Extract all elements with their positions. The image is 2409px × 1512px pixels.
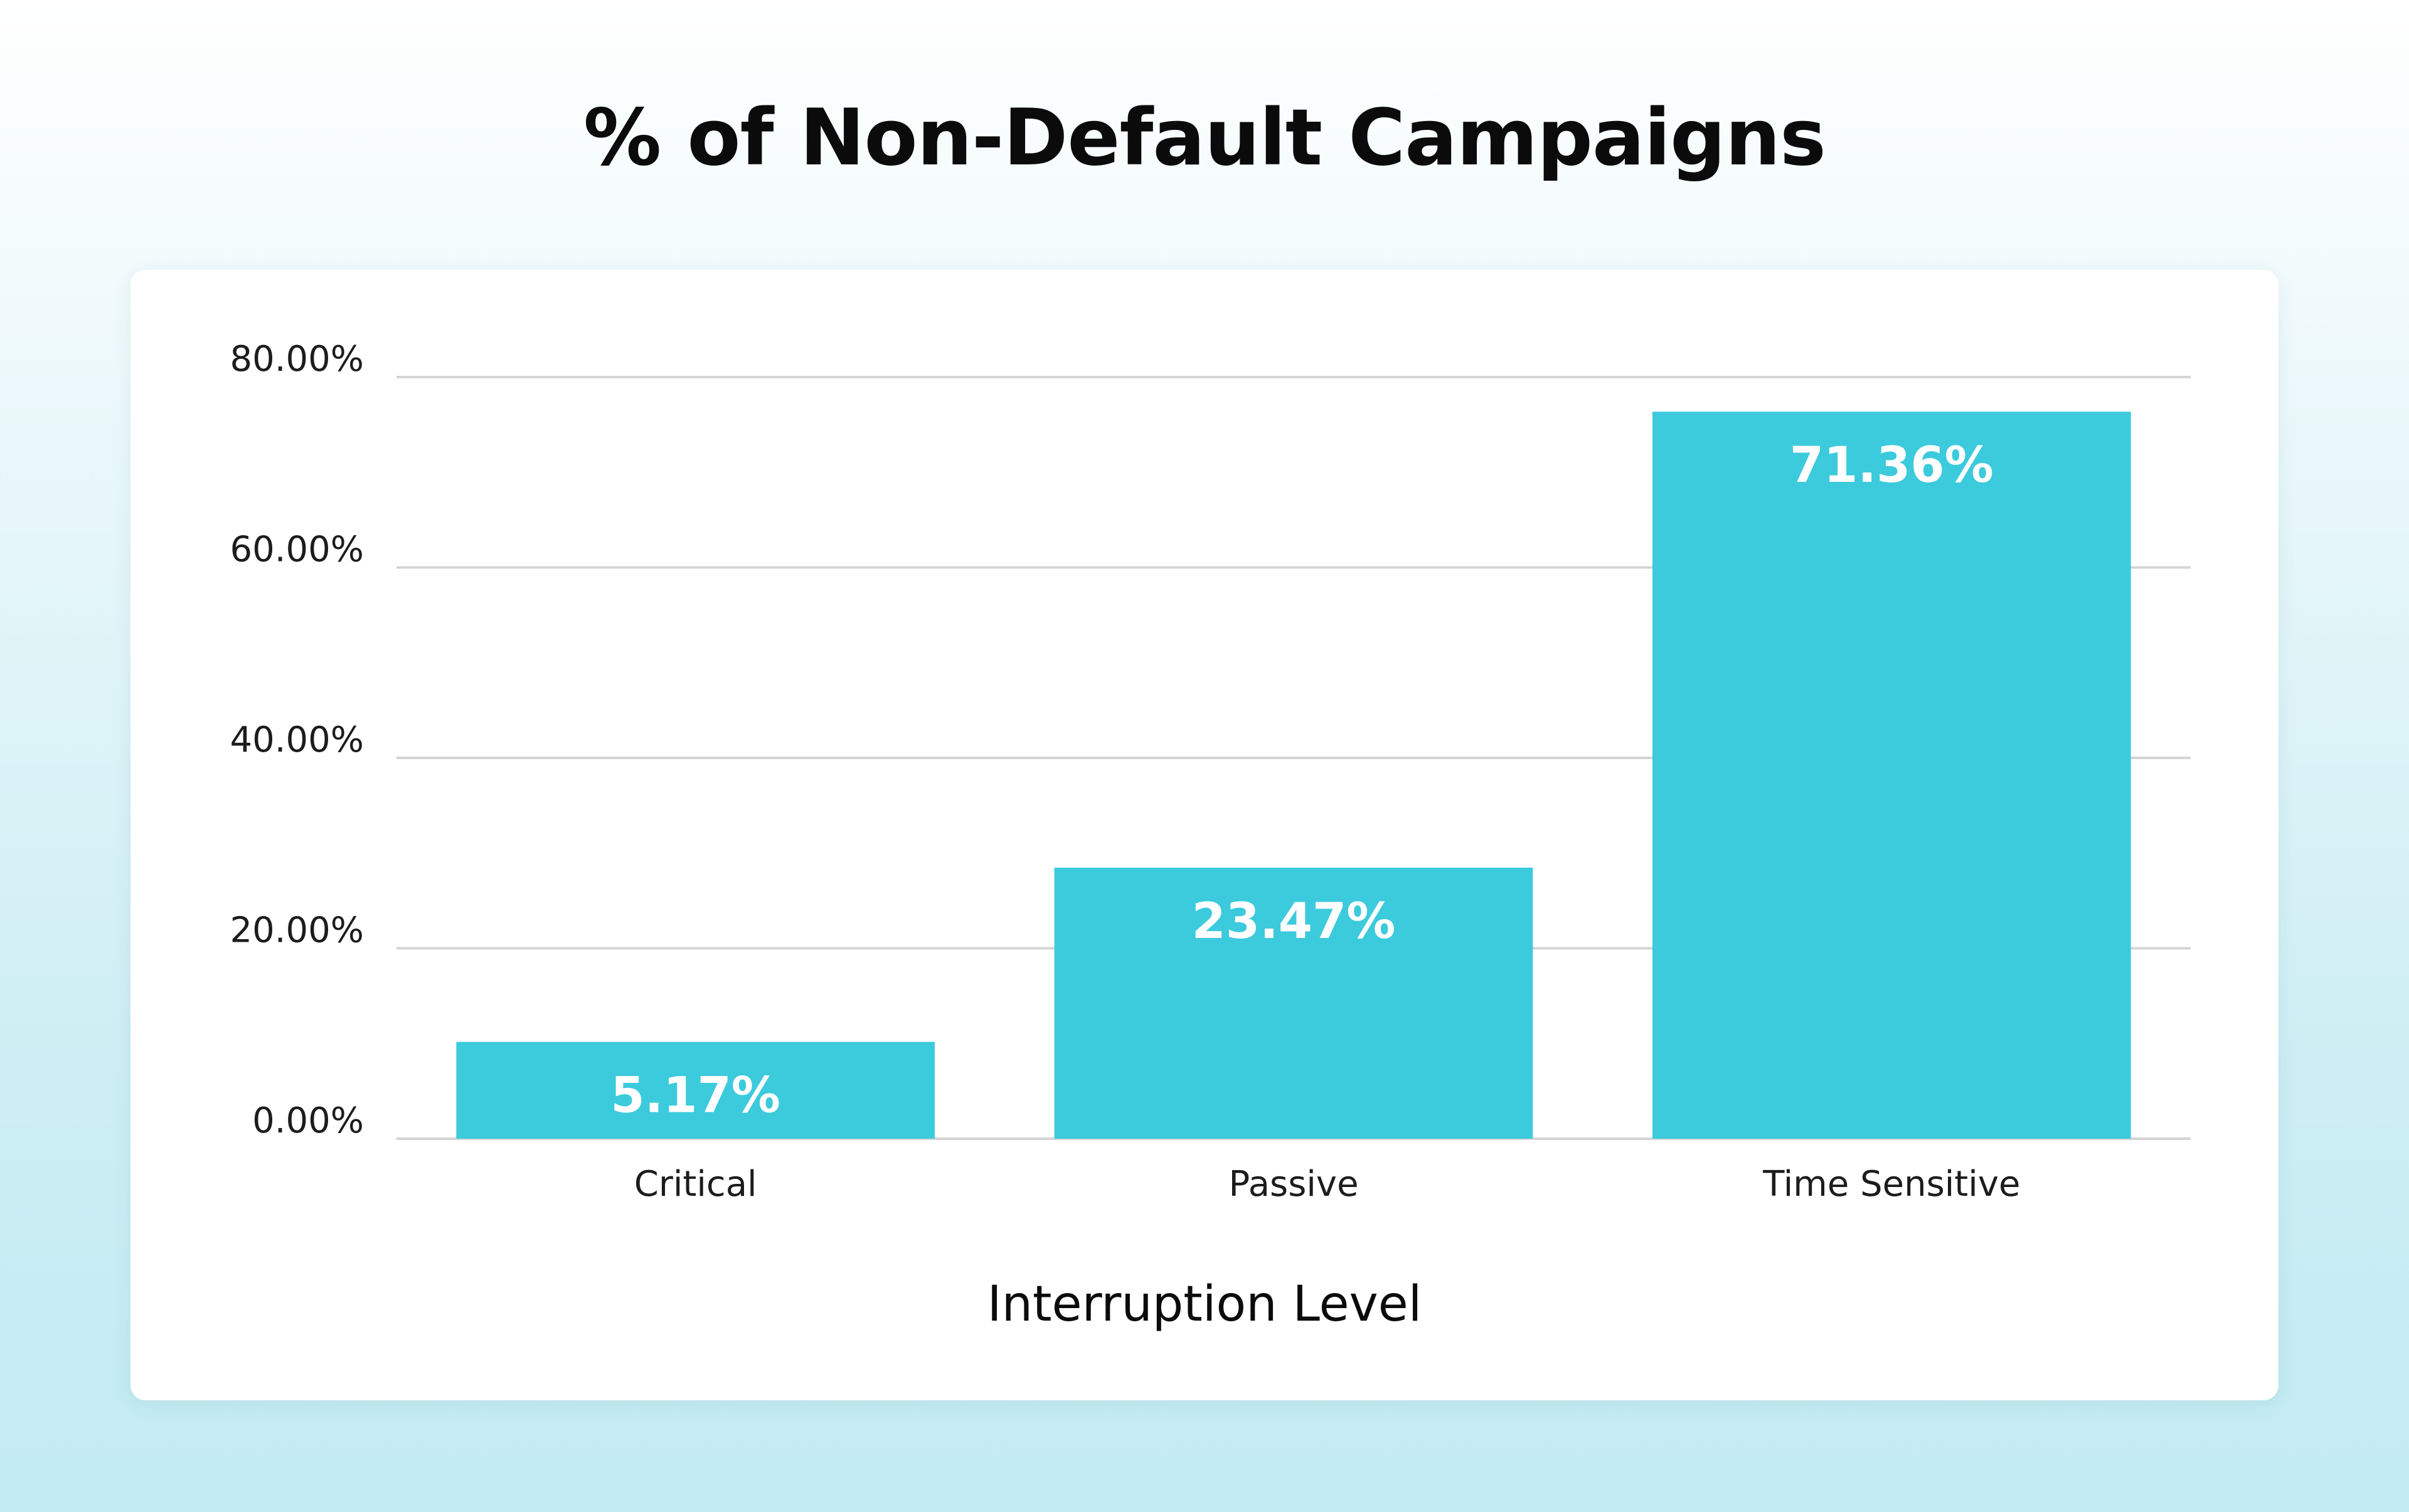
y-tick-label: 80.00%: [230, 339, 364, 380]
page-title: % of Non-Default Campaigns: [583, 93, 1826, 183]
y-axis-ticks: 0.00% 20.00% 40.00% 60.00% 80.00%: [230, 339, 364, 1141]
bar-data-label: 71.36%: [1790, 437, 1994, 494]
bar-data-label: 5.17%: [610, 1068, 780, 1124]
bar: [1054, 867, 1533, 1139]
y-tick-label: 60.00%: [230, 530, 364, 570]
x-axis-categories: Critical Passive Time Sensitive: [634, 1164, 2021, 1205]
y-tick-label: 20.00%: [230, 910, 364, 951]
y-tick-label: 40.00%: [230, 720, 364, 760]
y-tick-label: 0.00%: [252, 1100, 364, 1141]
bar-data-label: 23.47%: [1192, 893, 1396, 950]
bar: [456, 1041, 935, 1139]
x-category-label: Time Sensitive: [1762, 1164, 2020, 1205]
bar: [1652, 412, 2131, 1139]
x-axis-title: Interruption Level: [987, 1276, 1422, 1333]
x-category-label: Passive: [1228, 1164, 1358, 1205]
bars: 5.17% 23.47% 71.36%: [456, 412, 2131, 1139]
x-category-label: Critical: [634, 1164, 757, 1205]
